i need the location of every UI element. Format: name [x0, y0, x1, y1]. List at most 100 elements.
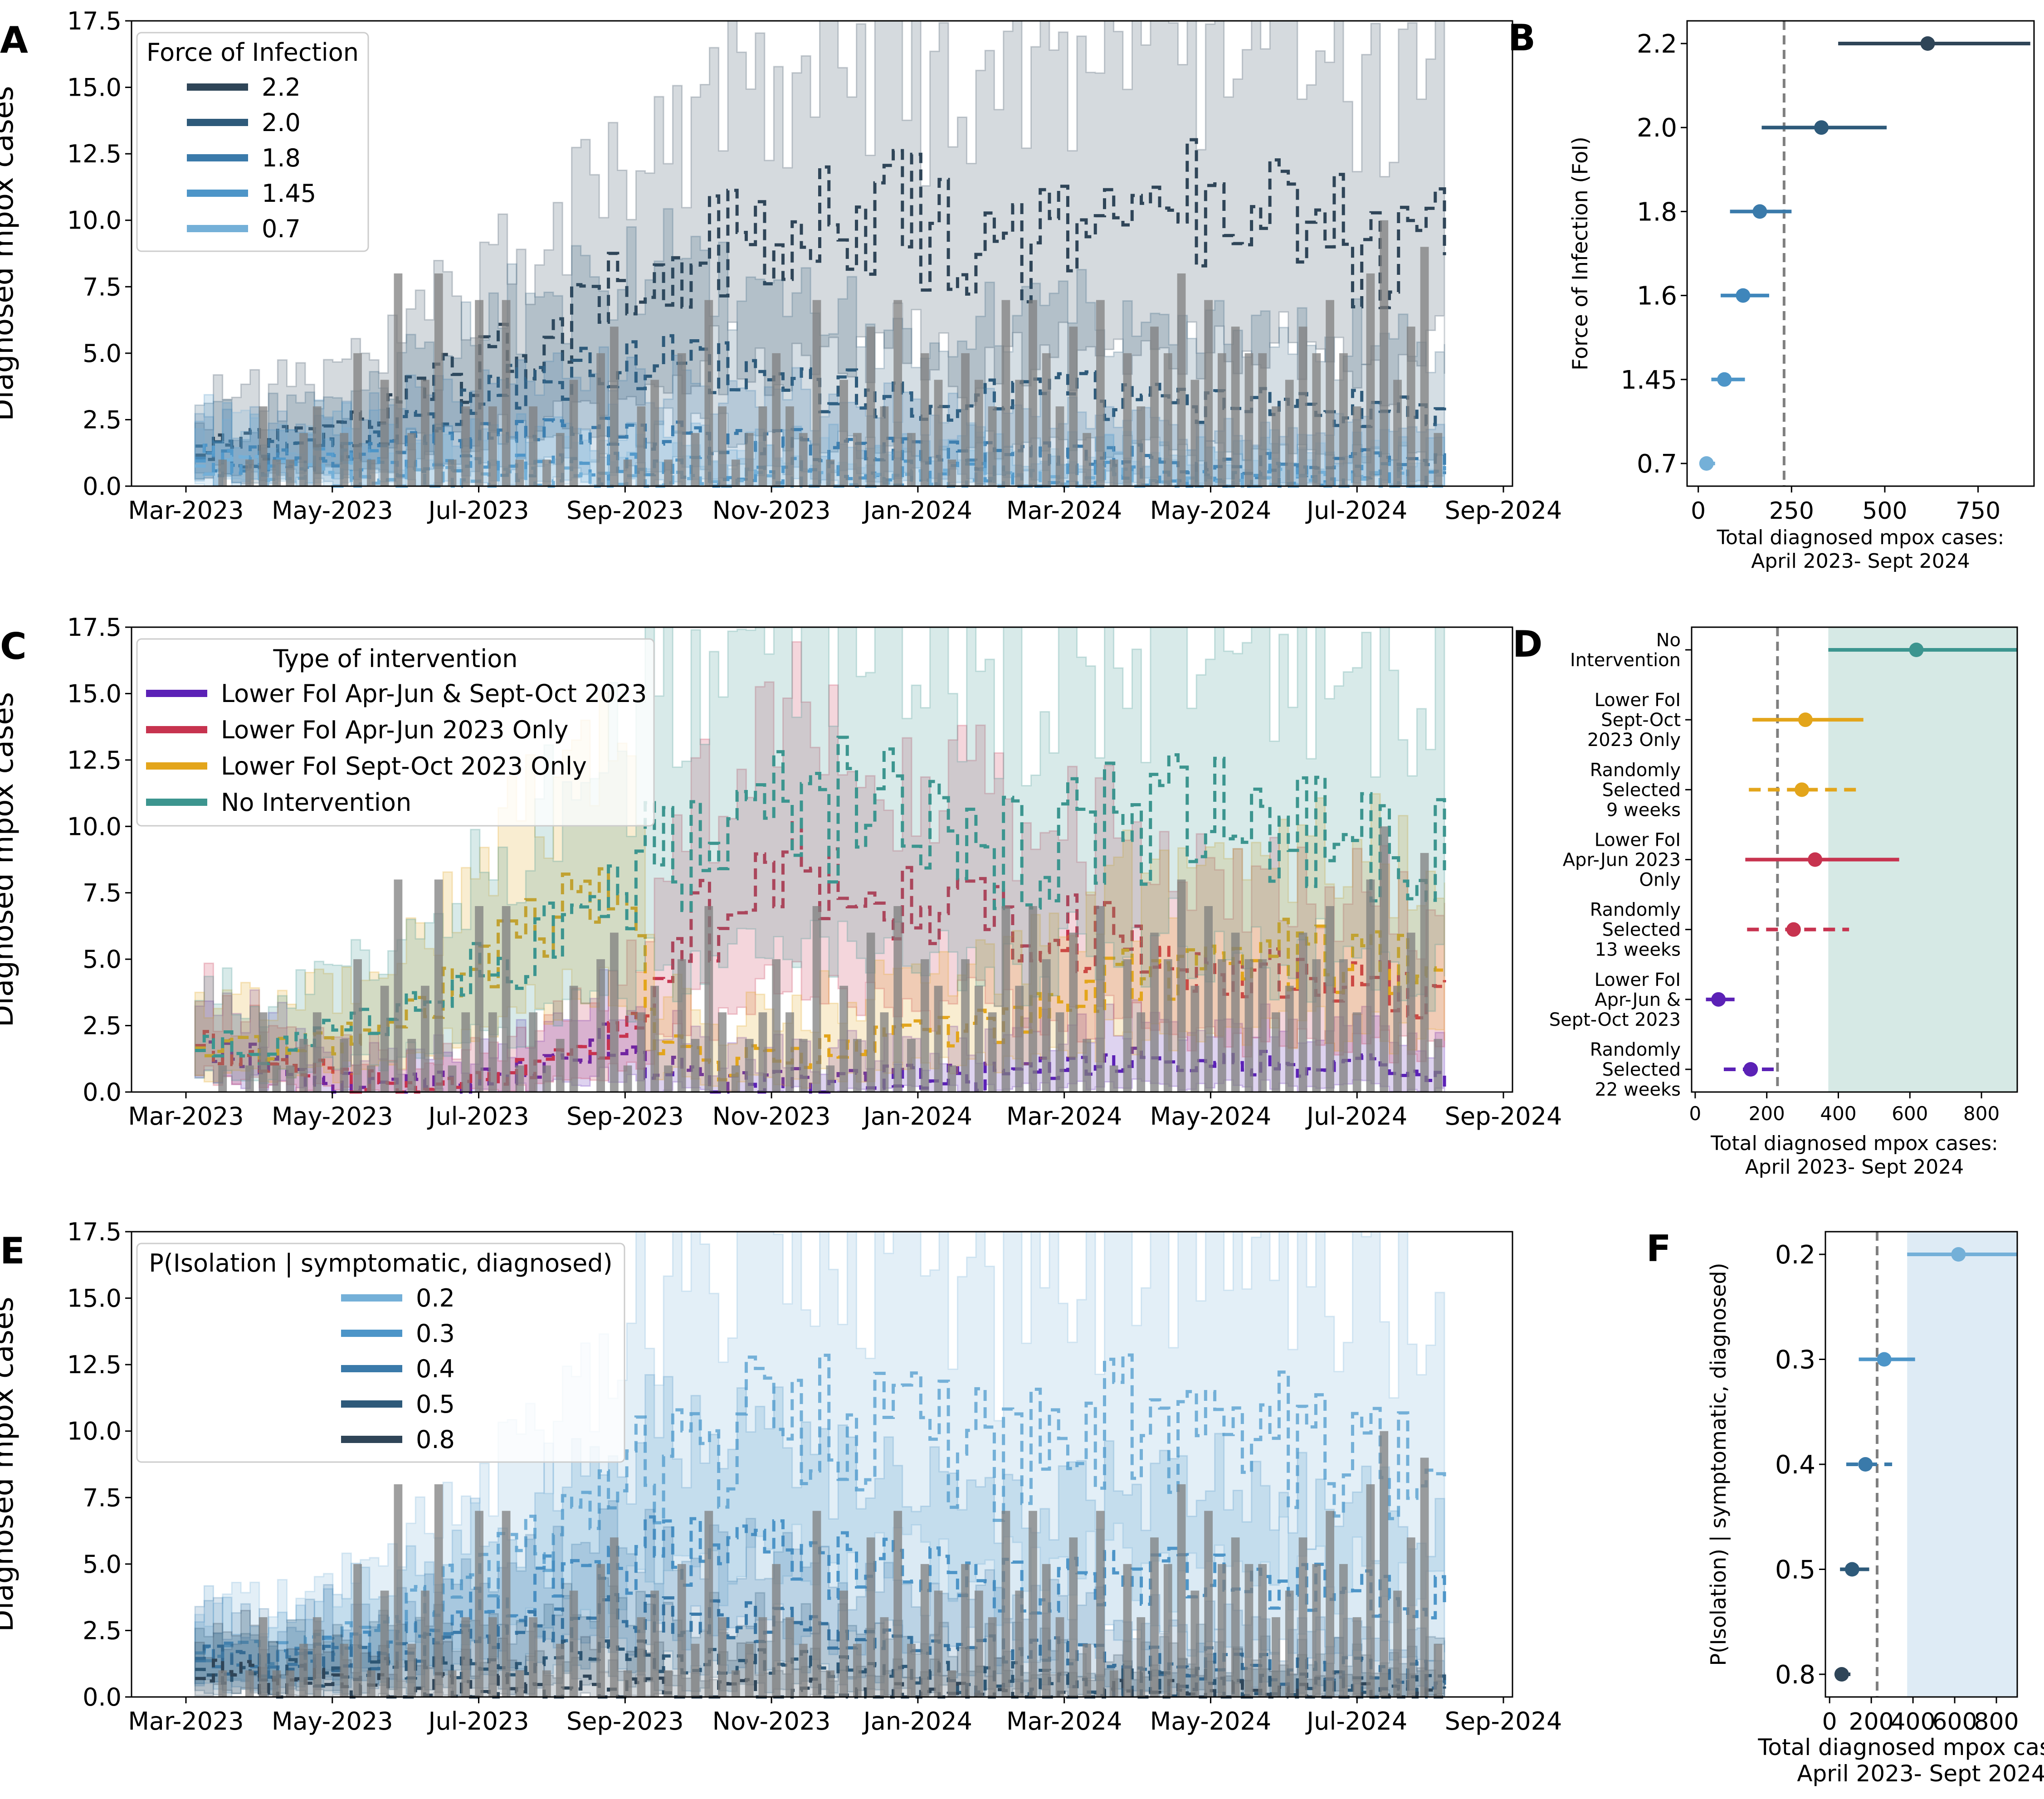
x-tick-label: Jan-2024 — [862, 1102, 972, 1131]
observed-bar — [1001, 1511, 1010, 1697]
x-tick-label: May-2023 — [272, 496, 393, 525]
observed-bar — [1204, 300, 1213, 486]
observed-bar — [1312, 1564, 1321, 1697]
point-estimate — [1808, 852, 1823, 867]
observed-bar — [1326, 300, 1334, 486]
y-tick-label: Lower FoI — [1595, 690, 1681, 711]
observed-bar — [691, 433, 700, 486]
observed-bar — [1272, 1012, 1280, 1092]
observed-bar — [1029, 1511, 1037, 1697]
observed-bar — [799, 1038, 808, 1092]
observed-bar — [461, 406, 470, 486]
observed-bar — [434, 273, 443, 486]
panel-label: B — [1508, 17, 1536, 59]
observed-bar — [623, 1065, 632, 1092]
observed-bar — [488, 406, 497, 486]
observed-bar — [245, 1065, 254, 1092]
legend-box — [136, 1243, 625, 1463]
y-tick-label: Randomly — [1590, 1039, 1681, 1060]
observed-bar — [1339, 959, 1348, 1092]
observed-bar — [1190, 1590, 1200, 1697]
observed-bar — [461, 1617, 470, 1697]
legend-entry: 2.2 — [262, 73, 301, 102]
legend-entry: Lower FoI Apr-Jun 2023 Only — [221, 716, 568, 744]
observed-bar — [758, 1012, 767, 1092]
median-line-2.2 — [195, 138, 1446, 461]
y-tick-label: 0.2 — [1775, 1240, 1815, 1270]
observed-bar — [988, 406, 997, 486]
observed-bar — [366, 459, 376, 486]
y-tick-label: 13 weeks — [1595, 940, 1681, 960]
median-line-No Intervention — [195, 736, 1446, 1065]
observed-bar — [1298, 932, 1307, 1092]
observed-bar — [502, 906, 511, 1092]
panel-C: 0.0 2.5 5.0 7.5 10.0 12.5 15.0 17.5 Mar-2023 May-… — [0, 613, 1562, 1131]
y-tick-label: 17.5 — [67, 613, 122, 642]
observed-bar — [475, 906, 483, 1092]
observed-bar — [1069, 932, 1078, 1092]
x-tick-label: Sep-2023 — [566, 1102, 684, 1131]
observed-bar — [731, 1670, 740, 1697]
y-tick-label: 2.5 — [83, 1616, 122, 1645]
observed-bar — [610, 327, 619, 486]
y-tick-label: 2.2 — [1637, 29, 1677, 59]
y-tick-label: 2.0 — [1637, 113, 1677, 143]
legend-entry: 0.8 — [416, 1425, 455, 1454]
observed-bar — [974, 1590, 983, 1697]
legend-entry: 1.8 — [262, 144, 301, 172]
y-tick-label: Selected — [1602, 780, 1681, 800]
x-tick-label: Jul-2023 — [427, 1707, 529, 1736]
y-tick-label: 7.5 — [83, 1483, 122, 1512]
observed-bar — [461, 1012, 470, 1092]
observed-bar — [556, 433, 565, 486]
y-tick-label: 17.5 — [67, 7, 122, 35]
y-tick-label: Sept-Oct — [1601, 710, 1681, 731]
legend-box — [136, 638, 655, 827]
y-tick-label: 15.0 — [67, 679, 122, 708]
x-tick-label: 750 — [1956, 497, 2000, 525]
legend-entry: 1.45 — [262, 179, 316, 208]
observed-bar — [866, 932, 875, 1092]
observed-bar — [839, 985, 848, 1092]
observed-bar — [569, 985, 578, 1092]
observed-bar — [961, 959, 970, 1092]
observed-bar — [1434, 1038, 1443, 1092]
observed-bar — [704, 906, 713, 1092]
observed-bar — [1015, 380, 1024, 486]
observed-bar — [299, 1038, 308, 1092]
observed-bar — [677, 1564, 686, 1697]
observed-bar — [812, 300, 821, 486]
observed-bar — [826, 1670, 835, 1697]
y-tick-label: 12.5 — [67, 1350, 122, 1379]
observed-bar — [434, 1484, 443, 1697]
observed-bar — [704, 1511, 713, 1697]
observed-bar — [407, 1038, 416, 1092]
point-estimate — [1951, 1247, 1966, 1262]
observed-bar — [272, 1670, 281, 1697]
observed-bar — [1406, 327, 1415, 486]
observed-bar — [556, 1643, 565, 1697]
panel-A: 0.0 2.5 5.0 7.5 10.0 12.5 15.0 17.5 Mar-2023 May-… — [0, 7, 1562, 525]
legend-entry: No Intervention — [221, 788, 411, 817]
observed-bar — [1109, 1065, 1118, 1092]
observed-bar — [893, 300, 902, 486]
median-line-0.2 — [195, 1353, 1446, 1667]
observed-bar — [1083, 1643, 1091, 1697]
observed-bar — [299, 433, 308, 486]
x-tick-label: Sep-2023 — [566, 496, 684, 525]
observed-bar — [596, 959, 605, 1092]
observed-bar — [286, 1065, 295, 1092]
x-tick-label: May-2024 — [1150, 496, 1272, 525]
legend-entry: Lower FoI Apr-Jun & Sept-Oct 2023 — [221, 679, 647, 708]
x-tick-label: Jul-2024 — [1305, 1102, 1407, 1131]
y-tick-label: 1.6 — [1637, 282, 1677, 311]
y-tick-label: 12.5 — [67, 746, 122, 775]
x-tick-label: Jul-2024 — [1305, 496, 1407, 525]
observed-bar — [650, 1590, 659, 1697]
point-estimate — [1844, 1562, 1859, 1577]
x-tick-label: Nov-2023 — [712, 1707, 831, 1736]
y-tick-label: 2023 Only — [1587, 730, 1681, 751]
point-estimate — [1743, 1062, 1758, 1077]
